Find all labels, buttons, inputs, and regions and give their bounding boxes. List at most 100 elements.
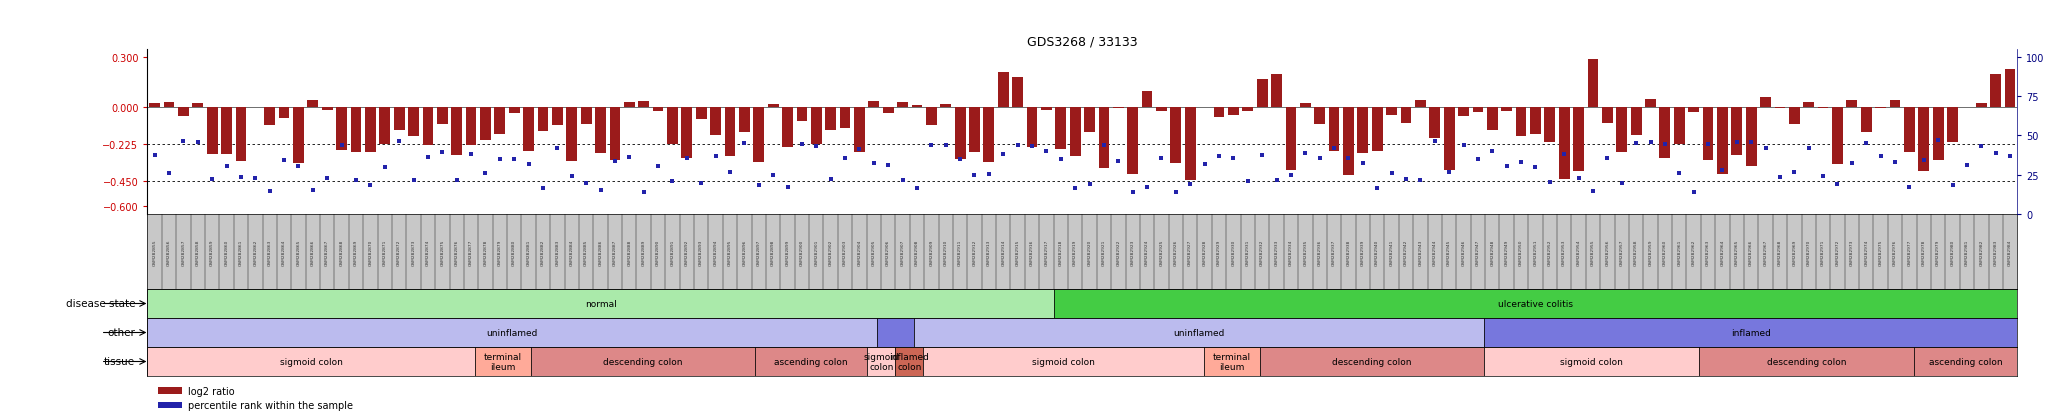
Bar: [1286, 107, 1296, 171]
Point: [340, 177, 373, 184]
Point: [772, 184, 805, 190]
Point: [612, 154, 645, 161]
Text: GSM282971: GSM282971: [1821, 239, 1825, 265]
Point: [483, 157, 516, 163]
Point: [240, 175, 272, 181]
Text: GSM282869: GSM282869: [354, 239, 358, 265]
Text: log2 ratio: log2 ratio: [188, 386, 236, 396]
Bar: [1055, 107, 1067, 149]
Point: [829, 155, 862, 161]
Text: GSM282957: GSM282957: [1620, 239, 1624, 265]
Point: [858, 161, 891, 167]
Point: [1288, 150, 1321, 157]
Bar: [756, 347, 868, 376]
Point: [1577, 188, 1610, 195]
Text: descending colon: descending colon: [1333, 357, 1411, 366]
Bar: [1833, 107, 1843, 165]
Point: [1935, 183, 1968, 189]
Text: GSM282883: GSM282883: [555, 239, 559, 265]
Point: [1346, 160, 1378, 166]
Bar: [1915, 347, 2017, 376]
Text: GSM282937: GSM282937: [1331, 239, 1335, 265]
Point: [655, 178, 688, 185]
Bar: [307, 101, 317, 107]
Bar: [422, 107, 434, 146]
Text: GSM282952: GSM282952: [1548, 239, 1552, 265]
Text: GSM282873: GSM282873: [412, 239, 416, 265]
Text: GSM282856: GSM282856: [168, 239, 172, 265]
Text: GSM282881: GSM282881: [526, 239, 530, 265]
Point: [872, 162, 905, 169]
Text: GSM282970: GSM282970: [1806, 239, 1810, 265]
Point: [1778, 169, 1810, 176]
Text: GSM282932: GSM282932: [1260, 239, 1264, 265]
Text: GSM282867: GSM282867: [326, 239, 330, 265]
Text: GSM282962: GSM282962: [1692, 239, 1696, 265]
Text: GSM282896: GSM282896: [741, 239, 745, 265]
Point: [1993, 153, 2025, 160]
Bar: [530, 347, 756, 376]
Bar: [1141, 92, 1153, 107]
Point: [758, 172, 791, 178]
Bar: [711, 107, 721, 136]
Text: GSM282912: GSM282912: [973, 239, 977, 265]
Text: GSM282973: GSM282973: [1849, 239, 1853, 265]
Text: GSM282923: GSM282923: [1130, 239, 1135, 265]
Text: GSM282910: GSM282910: [944, 239, 948, 265]
Text: GSM282950: GSM282950: [1520, 239, 1524, 265]
Bar: [895, 347, 924, 376]
Text: GSM282913: GSM282913: [987, 239, 991, 265]
Point: [741, 183, 774, 189]
Text: ascending colon: ascending colon: [774, 357, 848, 366]
Bar: [1171, 107, 1182, 164]
Point: [1735, 139, 1767, 146]
Point: [412, 154, 444, 161]
Bar: [1919, 107, 1929, 171]
Point: [1202, 153, 1235, 160]
Point: [641, 163, 674, 169]
Text: GSM282930: GSM282930: [1231, 239, 1235, 265]
Text: GSM282940: GSM282940: [1374, 239, 1378, 265]
Bar: [1933, 107, 1944, 161]
Point: [598, 159, 631, 165]
Text: GSM282865: GSM282865: [297, 239, 301, 265]
Bar: [336, 107, 346, 151]
Text: GSM282882: GSM282882: [541, 239, 545, 265]
Point: [168, 139, 201, 145]
Text: terminal
ileum: terminal ileum: [483, 352, 522, 371]
Point: [1792, 145, 1825, 152]
Bar: [408, 107, 420, 137]
Bar: [451, 107, 463, 156]
Bar: [1458, 107, 1468, 117]
Text: percentile rank within the sample: percentile rank within the sample: [188, 400, 354, 410]
Bar: [1444, 107, 1454, 171]
Bar: [1055, 289, 2017, 318]
Text: inflamed: inflamed: [1731, 328, 1772, 337]
Bar: [1688, 107, 1700, 113]
Text: GSM282949: GSM282949: [1505, 239, 1509, 265]
Point: [268, 158, 301, 164]
Point: [915, 142, 948, 149]
Bar: [1430, 107, 1440, 139]
Point: [354, 182, 387, 189]
Point: [1044, 156, 1077, 163]
Bar: [696, 107, 707, 120]
Text: GSM282925: GSM282925: [1159, 239, 1163, 265]
Bar: [825, 107, 836, 131]
Bar: [653, 107, 664, 112]
Point: [1835, 160, 1868, 167]
Text: GSM282939: GSM282939: [1360, 239, 1364, 265]
Point: [1520, 164, 1552, 171]
Point: [887, 177, 920, 184]
Bar: [725, 107, 735, 157]
Bar: [1300, 103, 1311, 107]
Point: [844, 147, 877, 153]
Bar: [610, 107, 621, 161]
Text: GSM282857: GSM282857: [182, 239, 186, 265]
Text: GSM282967: GSM282967: [1763, 239, 1767, 265]
Text: GSM282889: GSM282889: [641, 239, 645, 265]
Text: GSM282976: GSM282976: [1892, 239, 1896, 265]
Bar: [1948, 107, 1958, 143]
Point: [1505, 159, 1538, 166]
Point: [727, 140, 760, 147]
